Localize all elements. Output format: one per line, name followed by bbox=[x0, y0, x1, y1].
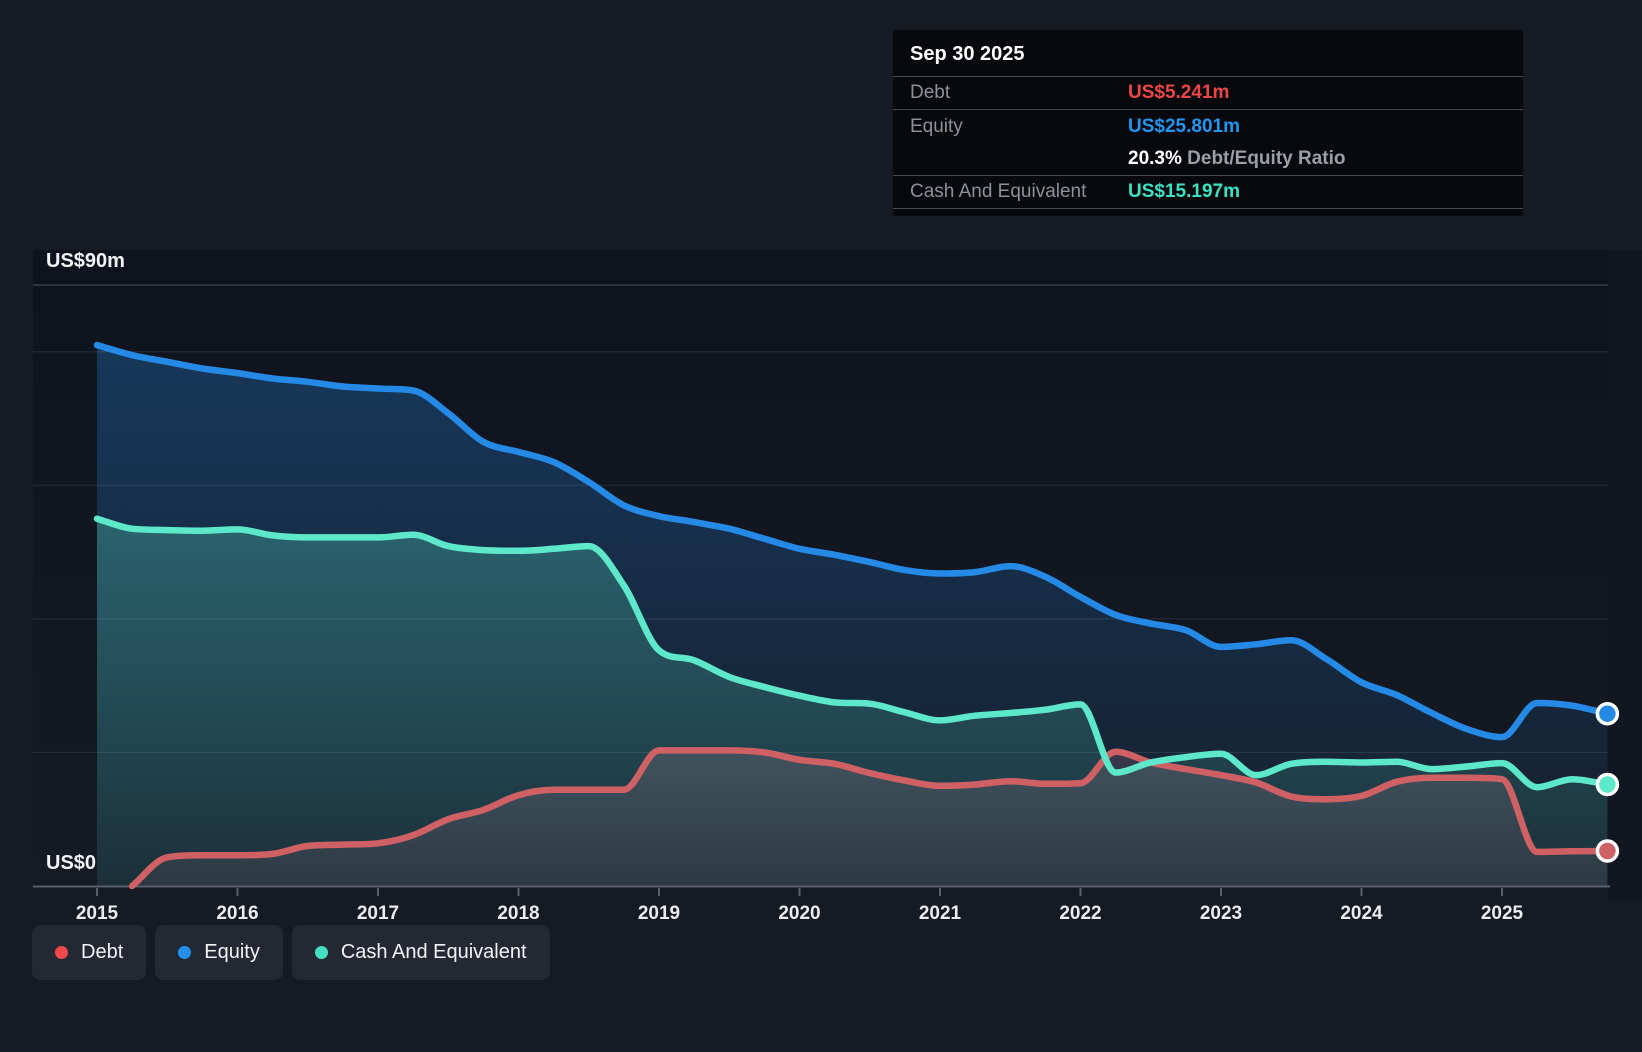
chart-tooltip: Sep 30 2025 Debt US$5.241m Equity US$25.… bbox=[893, 30, 1523, 216]
debt-end-dot bbox=[1595, 839, 1620, 863]
y-axis-zero-label: US$0 bbox=[46, 852, 97, 874]
x-tick-label-2024: 2024 bbox=[1340, 903, 1383, 924]
tooltip-debt-value: US$5.241m bbox=[1128, 82, 1230, 103]
cash-line bbox=[93, 515, 1611, 791]
debt-area bbox=[132, 750, 1608, 886]
x-tick-label-2021: 2021 bbox=[918, 903, 962, 924]
y-axis-max-label: US$90m bbox=[46, 250, 125, 272]
x-tick-label-2016: 2016 bbox=[216, 903, 259, 924]
tooltip-debt-label: Debt bbox=[910, 82, 951, 103]
tooltip-row-equity: Equity US$25.801m bbox=[893, 110, 1523, 143]
cash-end-dot bbox=[1595, 772, 1620, 797]
cash-and-equivalent-legend-dot-icon bbox=[314, 946, 328, 959]
x-tick-label-2015: 2015 bbox=[75, 903, 119, 924]
x-axis-labels: 2015 2016 2017 2018 2019 2020 2021 2022 2023 2024… bbox=[0, 903, 1642, 933]
x-tick-label-2018: 2018 bbox=[497, 903, 540, 924]
plot-right-mask bbox=[1608, 250, 1642, 900]
tooltip-ratio-value: 20.3% Debt/Equity Ratio bbox=[1128, 148, 1346, 169]
equity-end-dot bbox=[1595, 701, 1620, 726]
legend-item-debt[interactable]: Debt bbox=[32, 925, 147, 980]
legend-label-equity: Equity bbox=[204, 941, 260, 963]
x-tick-label-2020: 2020 bbox=[778, 903, 821, 924]
tooltip-equity-value: US$25.801m bbox=[1128, 115, 1240, 137]
tooltip-row-debt: Debt US$5.241m bbox=[893, 77, 1523, 110]
tooltip-cash-value: US$15.197m bbox=[1128, 181, 1240, 202]
tooltip-row-cash: Cash And Equivalent US$15.197m bbox=[893, 176, 1523, 209]
legend-label-debt: Debt bbox=[81, 941, 124, 963]
legend-label-cash-and-equivalent: Cash And Equivalent bbox=[340, 941, 527, 963]
legend-item-cash-and-equivalent[interactable]: Cash And Equivalent bbox=[291, 925, 550, 980]
debt-line bbox=[128, 747, 1611, 890]
equity-line bbox=[93, 341, 1611, 741]
tooltip-equity-label: Equity bbox=[910, 115, 963, 137]
equity-legend-dot-icon bbox=[178, 946, 192, 959]
tooltip-cash-label: Cash And Equivalent bbox=[910, 181, 1087, 202]
tooltip-date: Sep 30 2025 bbox=[893, 30, 1523, 77]
x-tick-label-2025: 2025 bbox=[1480, 903, 1524, 924]
debt-legend-dot-icon bbox=[55, 946, 68, 959]
tooltip-row-ratio: 20.3% Debt/Equity Ratio bbox=[893, 143, 1523, 176]
x-tick-label-2017: 2017 bbox=[356, 903, 400, 924]
legend-item-equity[interactable]: Equity bbox=[155, 925, 283, 980]
x-tick-label-2022: 2022 bbox=[1059, 903, 1102, 924]
x-tick-label-2023: 2023 bbox=[1199, 903, 1243, 924]
chart-legend: Debt Equity Cash And Equivalent bbox=[32, 925, 550, 980]
x-tick-label-2019: 2019 bbox=[637, 903, 681, 924]
